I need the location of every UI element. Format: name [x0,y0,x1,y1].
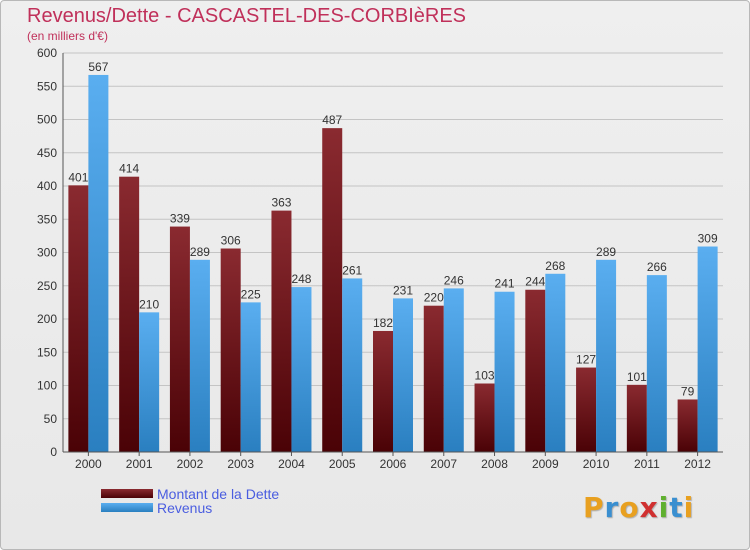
chart-subtitle: (en milliers d'€) [27,29,108,43]
logo-letter: i [683,491,695,524]
bar-debt [677,399,698,452]
y-tick-label: 600 [37,46,57,60]
y-tick-label: 300 [37,246,57,260]
legend-label-revenue: Revenus [157,500,213,516]
bar-debt [423,305,444,452]
logo-letter: t [669,491,684,524]
data-label-revenue: 268 [545,259,565,273]
data-label-debt: 306 [221,234,241,248]
legend-label-debt: Montant de la Dette [157,486,280,502]
data-label-revenue: 231 [393,283,413,297]
data-label-debt: 101 [627,370,647,384]
data-label-debt: 79 [681,384,695,398]
x-tick-label: 2012 [684,457,711,471]
logo-letter: i [658,491,670,524]
bar-revenue [596,259,617,452]
y-tick-label: 500 [37,113,57,127]
bars: 401 567 414 210 339 289 306 225 363 248 487 261 182 2… [68,60,718,452]
y-tick-label: 200 [37,312,57,326]
data-label-debt: 487 [322,113,342,127]
x-tick-label: 2009 [532,457,559,471]
x-tick-label: 2003 [227,457,254,471]
bar-debt [373,330,393,452]
data-label-revenue: 210 [139,297,159,311]
y-tick-label: 350 [37,212,57,226]
bar-debt [576,367,597,452]
data-label-revenue: 266 [647,260,667,274]
bar-debt [220,248,241,452]
x-tick-label: 2008 [481,457,508,471]
data-label-revenue: 248 [291,272,311,286]
y-tick-label: 400 [37,179,57,193]
logo-letter: r [604,491,620,524]
data-label-debt: 363 [271,196,291,210]
x-tick-label: 2011 [634,457,660,471]
axes: 0 50 100 150 200 250 300 350 400 450 500 550 600 2000… [37,46,723,471]
data-label-revenue: 567 [88,60,108,74]
logo-letter: x [639,491,659,524]
bar-debt [525,289,546,452]
proxiti-logo: Proxiti [583,491,694,524]
chart-title: Revenus/Dette - CASCASTEL-DES-CORBIèRES [27,5,467,27]
data-label-debt: 244 [525,275,545,289]
data-label-revenue: 225 [241,287,261,301]
bar-revenue [545,273,566,452]
data-label-debt: 182 [373,316,393,330]
legend-swatch-debt [101,489,153,498]
bar-debt [322,128,343,452]
legend-swatch-revenue [101,503,153,512]
bar-debt [169,226,190,452]
bar-debt [271,210,292,452]
x-tick-label: 2006 [380,457,407,471]
logo-letter: P [583,491,605,524]
x-tick-label: 2000 [75,457,102,471]
data-label-debt: 414 [119,162,139,176]
bar-revenue [240,302,261,452]
data-label-debt: 127 [576,353,596,367]
bar-revenue [139,312,160,452]
y-tick-label: 150 [37,345,57,359]
data-label-revenue: 289 [190,245,210,259]
logo-letter: o [619,491,640,524]
bar-revenue [697,246,718,452]
data-label-debt: 401 [68,170,88,184]
bar-revenue [443,288,464,452]
x-tick-label: 2004 [278,457,305,471]
y-tick-label: 100 [37,379,57,393]
y-tick-label: 0 [50,445,57,459]
bar-debt [119,176,140,452]
data-label-debt: 103 [475,369,495,383]
y-tick-label: 50 [44,412,58,426]
bar-revenue [393,298,413,452]
bar-revenue [646,275,667,452]
data-label-revenue: 309 [698,232,718,246]
y-tick-label: 250 [37,279,57,293]
x-tick-label: 2005 [329,457,356,471]
data-label-revenue: 289 [596,245,616,259]
bar-revenue [189,259,210,452]
bar-revenue [88,74,109,452]
y-tick-label: 550 [37,79,57,93]
x-tick-label: 2001 [126,457,153,471]
data-label-revenue: 246 [444,273,464,287]
bar-revenue [494,291,515,452]
x-tick-label: 2007 [430,457,457,471]
data-label-debt: 339 [170,212,190,226]
bar-revenue [291,287,312,452]
y-tick-label: 450 [37,146,57,160]
bar-debt [626,384,647,452]
bar-debt [474,383,495,452]
data-label-revenue: 241 [495,277,515,291]
x-tick-label: 2002 [177,457,204,471]
bar-debt [68,185,89,452]
bar-revenue [342,278,363,452]
data-label-debt: 220 [424,291,444,305]
data-label-revenue: 261 [342,263,362,277]
x-tick-label: 2010 [583,457,610,471]
